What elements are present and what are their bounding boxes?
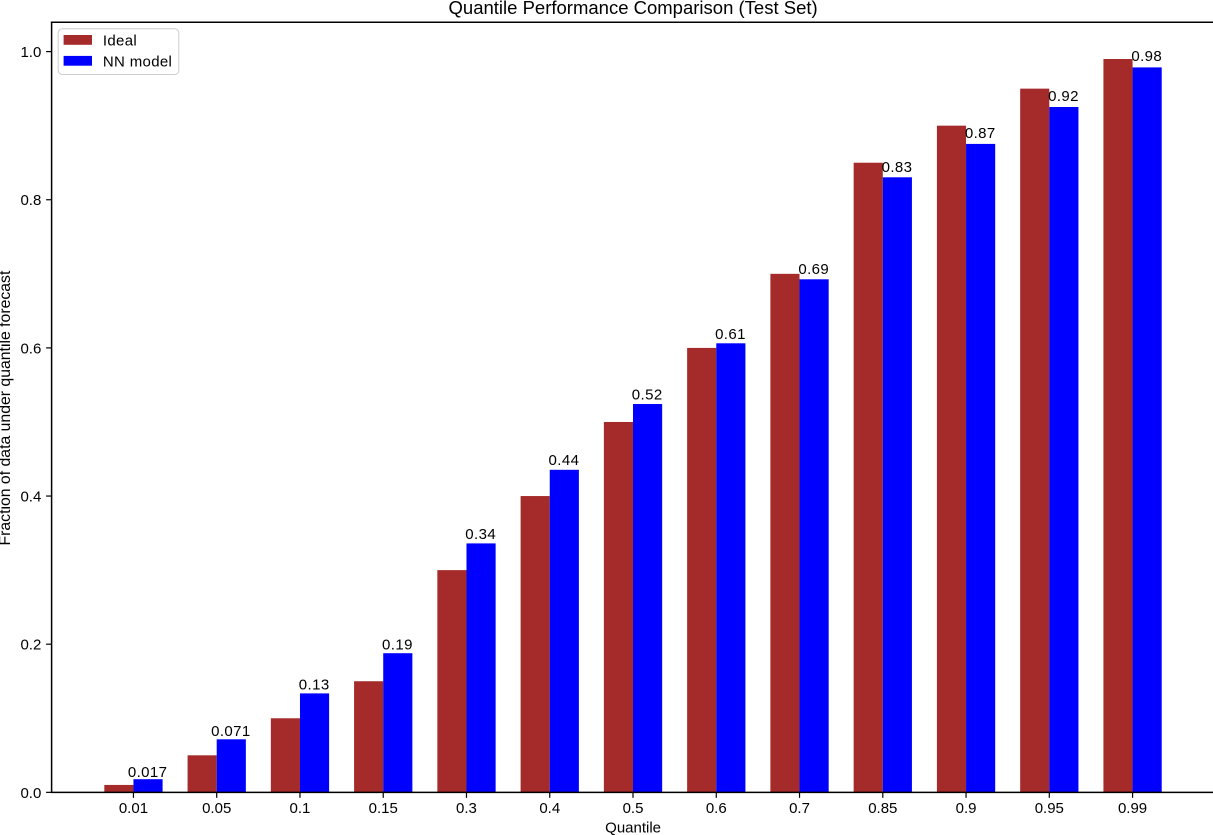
svg-text:0.7: 0.7	[789, 800, 810, 817]
svg-text:Quantile Performance Compariso: Quantile Performance Comparison (Test Se…	[449, 0, 818, 18]
svg-text:0.44: 0.44	[549, 452, 580, 469]
svg-text:0.05: 0.05	[202, 800, 231, 817]
svg-text:0.83: 0.83	[882, 159, 913, 176]
svg-text:Quantile: Quantile	[605, 819, 661, 835]
svg-text:1.0: 1.0	[20, 44, 41, 61]
svg-text:0.61: 0.61	[715, 326, 746, 343]
svg-text:0.017: 0.017	[128, 764, 168, 781]
svg-text:0.98: 0.98	[1131, 48, 1162, 65]
svg-text:0.15: 0.15	[369, 800, 398, 817]
svg-text:0.5: 0.5	[623, 800, 644, 817]
svg-text:0.13: 0.13	[299, 677, 330, 694]
svg-text:0.34: 0.34	[465, 526, 496, 543]
svg-text:0.0: 0.0	[20, 785, 41, 802]
svg-text:0.85: 0.85	[868, 800, 897, 817]
svg-text:0.4: 0.4	[20, 488, 41, 505]
svg-text:0.92: 0.92	[1048, 88, 1079, 105]
svg-text:0.9: 0.9	[956, 800, 977, 817]
svg-text:NN model: NN model	[103, 53, 172, 70]
svg-text:0.69: 0.69	[798, 261, 829, 278]
svg-text:0.87: 0.87	[965, 125, 996, 142]
svg-text:0.4: 0.4	[539, 800, 560, 817]
svg-text:0.6: 0.6	[20, 340, 41, 357]
svg-text:0.52: 0.52	[632, 387, 663, 404]
svg-text:0.01: 0.01	[119, 800, 148, 817]
svg-text:0.19: 0.19	[382, 636, 413, 653]
svg-text:0.95: 0.95	[1035, 800, 1064, 817]
svg-text:0.99: 0.99	[1118, 800, 1147, 817]
svg-text:0.071: 0.071	[211, 723, 251, 740]
svg-text:0.3: 0.3	[456, 800, 477, 817]
svg-text:0.6: 0.6	[706, 800, 727, 817]
svg-text:Fraction of data under quantil: Fraction of data under quantile forecast	[0, 270, 14, 545]
svg-text:0.8: 0.8	[20, 192, 41, 209]
svg-text:Ideal: Ideal	[103, 32, 137, 49]
svg-text:0.2: 0.2	[20, 637, 41, 654]
svg-text:0.1: 0.1	[290, 800, 311, 817]
